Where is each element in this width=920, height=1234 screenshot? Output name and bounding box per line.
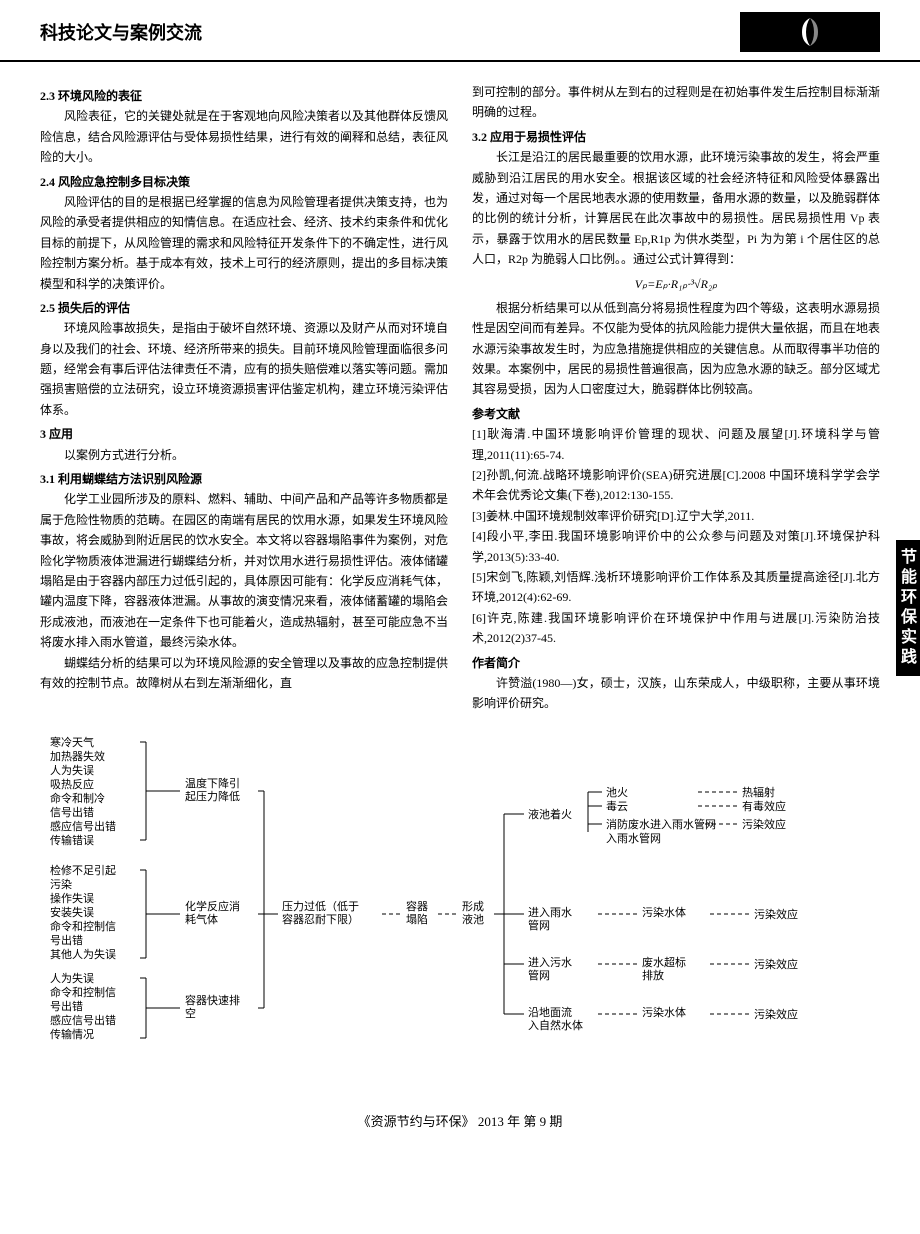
svg-text:容器忍耐下限）: 容器忍耐下限）	[282, 912, 359, 926]
section-3-2-text: 长江是沿江的居民最重要的饮用水源，此环境污染事故的发生，将会严重威胁到沿江居民的…	[472, 147, 880, 269]
section-2-3-text: 风险表征，它的关键处就是在于客观地向风险决策者以及其他群体反馈风险信息，结合风险…	[40, 106, 448, 167]
svg-text:污染效应: 污染效应	[754, 957, 798, 971]
svg-text:容器快速排: 容器快速排	[185, 993, 240, 1007]
header-title: 科技论文与案例交流	[40, 19, 202, 45]
svg-text:污染水体: 污染水体	[642, 1005, 686, 1019]
svg-text:传输情况: 传输情况	[50, 1027, 94, 1041]
svg-text:污染: 污染	[50, 877, 72, 891]
svg-text:塌陷: 塌陷	[406, 912, 428, 926]
svg-text:容器: 容器	[406, 899, 428, 913]
svg-text:命令和控制信: 命令和控制信	[50, 919, 116, 933]
svg-text:污染水体: 污染水体	[642, 905, 686, 919]
ref-4: [4]段小平,李田.我国环境影响评价中的公众参与问题及对策[J].环境保护科学,…	[472, 526, 880, 567]
svg-text:形成: 形成	[462, 900, 484, 913]
bowtie-diagram: 寒冷天气加热器失效人为失误吸热反应命令和制冷信号出错感应信号出错传输错误温度下降…	[0, 724, 920, 1099]
svg-text:起压力降低: 起压力降低	[185, 789, 240, 803]
svg-text:感应信号出错: 感应信号出错	[50, 819, 116, 833]
ref-6: [6]许克,陈建.我国环境影响评价在环境保护中作用与进展[J].污染防治技术,2…	[472, 608, 880, 649]
ref-1: [1]耿海清.中国环境影响评价管理的现状、问题及展望[J].环境科学与管理,20…	[472, 424, 880, 465]
svg-text:命令和制冷: 命令和制冷	[50, 791, 105, 805]
svg-text:命令和控制信: 命令和控制信	[50, 985, 116, 999]
svg-text:检修不足引起: 检修不足引起	[50, 863, 116, 877]
svg-text:感应信号出错: 感应信号出错	[50, 1013, 116, 1027]
section-3-1-title: 3.1 利用蝴蝶结方法识别风险源	[40, 469, 448, 489]
svg-text:寒冷天气: 寒冷天气	[50, 735, 94, 749]
svg-text:耗气体: 耗气体	[185, 912, 218, 926]
diagram-svg: 寒冷天气加热器失效人为失误吸热反应命令和制冷信号出错感应信号出错传输错误温度下降…	[40, 734, 860, 1074]
svg-text:压力过低（低于: 压力过低（低于	[282, 900, 359, 913]
svg-text:有毒效应: 有毒效应	[742, 799, 786, 813]
continuation-text: 到可控制的部分。事件树从左到右的过程则是在初始事件发生后控制目标渐渐明确的过程。	[472, 82, 880, 123]
section-2-5-text: 环境风险事故损失，是指由于破坏自然环境、资源以及财产从而对环境自身以及我们的社会…	[40, 318, 448, 420]
references-list: [1]耿海清.中国环境影响评价管理的现状、问题及展望[J].环境科学与管理,20…	[472, 424, 880, 648]
svg-text:液池: 液池	[462, 912, 484, 926]
svg-text:操作失误: 操作失误	[50, 891, 94, 905]
left-column: 2.3 环境风险的表征 风险表征，它的关键处就是在于客观地向风险决策者以及其他群…	[40, 82, 448, 714]
svg-text:管网: 管网	[528, 918, 550, 932]
ref-3: [3]姜林.中国环境规制效率评价研究[D].辽宁大学,2011.	[472, 506, 880, 526]
author-title: 作者简介	[472, 653, 880, 673]
page-footer: 《资源节约与环保》 2013 年 第 9 期	[0, 1099, 920, 1150]
section-3-1-text: 化学工业园所涉及的原料、燃料、辅助、中间产品和产品等许多物质都是属于危险性物质的…	[40, 489, 448, 652]
section-3-text: 以案例方式进行分析。	[40, 445, 448, 465]
svg-text:号出错: 号出错	[50, 999, 83, 1013]
svg-text:安装失误: 安装失误	[50, 905, 94, 919]
page-header: 科技论文与案例交流	[0, 0, 920, 62]
svg-text:加热器失效: 加热器失效	[50, 749, 105, 763]
author-text: 许赞溢(1980—)女，硕士，汉族，山东荣成人，中级职称，主要从事环境影响评价研…	[472, 673, 880, 714]
header-logo	[740, 12, 880, 52]
main-content: 2.3 环境风险的表征 风险表征，它的关键处就是在于客观地向风险决策者以及其他群…	[0, 62, 920, 724]
svg-text:传输错误: 传输错误	[50, 833, 94, 847]
ref-5: [5]宋剑飞,陈颖,刘悟辉.浅析环境影响评价工作体系及其质量提高途径[J].北方…	[472, 567, 880, 608]
svg-text:号出错: 号出错	[50, 933, 83, 947]
ref-2: [2]孙凯,何流.战略环境影响评价(SEA)研究进展[C].2008 中国环境科…	[472, 465, 880, 506]
section-3-2-title: 3.2 应用于易损性评估	[472, 127, 880, 147]
svg-text:人为失误: 人为失误	[50, 972, 94, 985]
svg-text:人为失误: 人为失误	[50, 764, 94, 777]
section-2-4-title: 2.4 风险应急控制多目标决策	[40, 172, 448, 192]
section-2-4-text: 风险评估的目的是根据已经掌握的信息为风险管理者提供决策支持，也为风险的承受者提供…	[40, 192, 448, 294]
references-title: 参考文献	[472, 404, 880, 424]
svg-text:其他人为失误: 其他人为失误	[50, 948, 116, 961]
section-3-2-text2: 根据分析结果可以从低到高分将易损性程度为四个等级，这表明水源易损性是因空间而有差…	[472, 298, 880, 400]
svg-text:排放: 排放	[642, 968, 664, 982]
svg-text:废水超标: 废水超标	[642, 955, 686, 969]
svg-text:进入污水: 进入污水	[528, 956, 572, 969]
svg-text:入自然水体: 入自然水体	[528, 1018, 583, 1032]
svg-text:化学反应消: 化学反应消	[185, 899, 240, 913]
section-3-1-text2: 蝴蝶结分析的结果可以为环境风险源的安全管理以及事故的应急控制提供有效的控制节点。…	[40, 653, 448, 694]
svg-text:污染效应: 污染效应	[754, 907, 798, 921]
section-2-3-title: 2.3 环境风险的表征	[40, 86, 448, 106]
right-column: 到可控制的部分。事件树从左到右的过程则是在初始事件发生后控制目标渐渐明确的过程。…	[472, 82, 880, 714]
svg-text:信号出错: 信号出错	[50, 805, 94, 819]
formula: Vₚ=Eₚ·R₁ₚ·³√R₂ₚ	[472, 270, 880, 298]
section-3-title: 3 应用	[40, 424, 448, 444]
svg-text:污染效应: 污染效应	[754, 1007, 798, 1021]
svg-text:进入雨水: 进入雨水	[528, 906, 572, 919]
svg-text:液池着火: 液池着火	[528, 807, 572, 821]
svg-text:沿地面流: 沿地面流	[528, 1005, 572, 1019]
svg-text:管网: 管网	[528, 968, 550, 982]
svg-text:热辐射: 热辐射	[742, 785, 775, 799]
svg-text:吸热反应: 吸热反应	[50, 777, 94, 791]
svg-text:空: 空	[185, 1006, 196, 1020]
svg-text:温度下降引: 温度下降引	[185, 776, 240, 790]
svg-text:污染效应: 污染效应	[742, 817, 786, 831]
section-2-5-title: 2.5 损失后的评估	[40, 298, 448, 318]
svg-text:毒云: 毒云	[606, 800, 628, 813]
svg-text:入雨水管网: 入雨水管网	[606, 831, 661, 845]
svg-text:池火: 池火	[606, 786, 628, 799]
